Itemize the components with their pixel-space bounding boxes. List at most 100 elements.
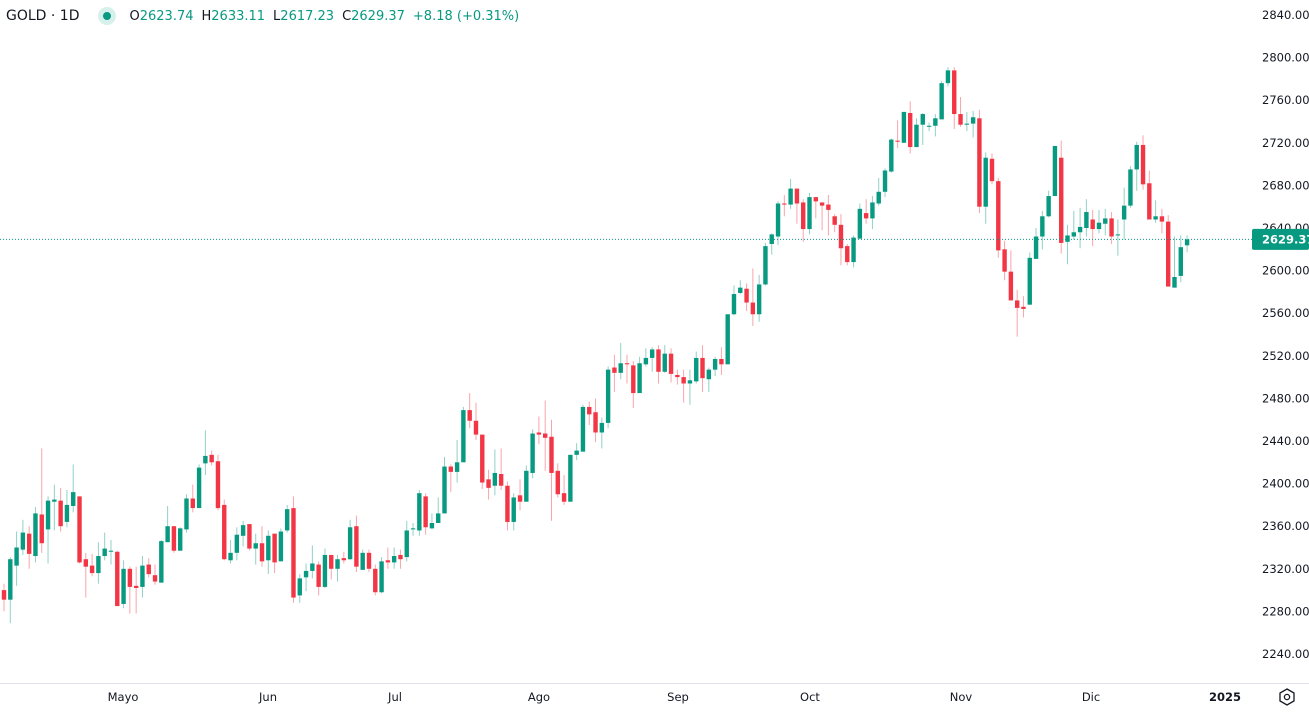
- candle: [977, 109, 982, 214]
- candle-body: [775, 203, 781, 237]
- candle-body: [146, 564, 151, 575]
- candle: [115, 550, 120, 607]
- candle: [1059, 140, 1064, 254]
- candle: [580, 404, 586, 452]
- low-value: 2617.23: [280, 8, 335, 24]
- candle-body: [354, 526, 359, 567]
- candle-body: [1134, 144, 1139, 170]
- candle: [1172, 236, 1177, 288]
- candle: [461, 406, 466, 463]
- candle: [26, 526, 32, 569]
- candle: [467, 393, 472, 429]
- y-tick-label: 2360.00: [1262, 519, 1309, 533]
- candle-body: [863, 213, 869, 219]
- candle: [379, 557, 384, 594]
- candle: [989, 153, 995, 185]
- candle: [222, 499, 227, 561]
- candle-body: [178, 528, 183, 551]
- candle: [1121, 187, 1127, 240]
- candle: [738, 280, 743, 295]
- candle-body: [832, 216, 837, 225]
- y-tick-label: 2760.00: [1262, 93, 1309, 107]
- candle: [127, 566, 133, 614]
- candle: [763, 242, 768, 286]
- candle-body: [687, 380, 693, 384]
- candle-body: [1002, 249, 1007, 272]
- candle-body: [171, 526, 177, 551]
- open-label: O: [129, 8, 140, 24]
- candle: [492, 449, 498, 496]
- candle: [373, 564, 378, 596]
- price-axis[interactable]: 2840.002800.002760.002720.002680.002640.…: [1262, 8, 1309, 661]
- candle-body: [813, 197, 818, 202]
- candle-body: [89, 565, 95, 574]
- x-tick-label: Mayo: [108, 690, 139, 704]
- time-axis[interactable]: Mayo Jun Jul Ago Sep Oct Nov Dic 2025: [108, 690, 1241, 704]
- candle-body: [970, 117, 976, 124]
- candle: [511, 493, 516, 531]
- candle: [694, 351, 699, 384]
- candle-body: [448, 466, 454, 472]
- candle-body: [1021, 306, 1026, 309]
- candle: [366, 549, 372, 572]
- candle-body: [618, 363, 623, 373]
- candle: [756, 274, 762, 322]
- candle-body: [404, 530, 409, 558]
- low-label: L: [273, 8, 281, 24]
- candle-body: [1008, 271, 1014, 301]
- candle-body: [247, 524, 252, 549]
- y-tick-label: 2280.00: [1262, 604, 1309, 618]
- candle-body: [681, 377, 686, 384]
- candle-body: [442, 466, 447, 514]
- candle: [807, 192, 812, 235]
- candle-body: [731, 294, 737, 315]
- candle-body: [725, 314, 730, 365]
- candle: [52, 484, 57, 531]
- candle: [398, 549, 403, 569]
- candle: [108, 540, 114, 565]
- candle: [77, 496, 82, 564]
- candle-body: [926, 125, 932, 127]
- candle-body: [266, 535, 271, 561]
- candle-body: [788, 188, 793, 205]
- market-open-dot-icon[interactable]: [97, 7, 116, 25]
- candle: [209, 450, 214, 466]
- candle: [1147, 170, 1152, 220]
- x-tick-label: Dic: [1082, 690, 1100, 704]
- candle-body: [1046, 196, 1051, 217]
- candle: [71, 464, 76, 513]
- candle: [1046, 190, 1051, 218]
- candle-body: [108, 550, 114, 552]
- candle-body: [1090, 219, 1095, 230]
- candle-body: [190, 498, 195, 509]
- candle-body: [291, 508, 296, 598]
- candle: [39, 448, 44, 553]
- candle-body: [316, 564, 321, 587]
- candle: [391, 547, 397, 569]
- candle: [681, 369, 686, 403]
- gear-icon[interactable]: [1277, 687, 1297, 707]
- candle-body: [712, 358, 718, 370]
- candle: [341, 551, 347, 564]
- candle: [442, 456, 447, 514]
- candle-body: [58, 500, 63, 527]
- candle: [234, 527, 240, 561]
- candle: [574, 443, 579, 461]
- candle: [215, 454, 221, 511]
- candle-body: [1178, 247, 1183, 276]
- candle: [782, 194, 787, 217]
- candle: [429, 513, 435, 530]
- candle-body: [322, 554, 328, 587]
- candle: [89, 553, 95, 577]
- candle-body: [945, 70, 951, 84]
- candle: [20, 519, 26, 555]
- y-tick-label: 2600.00: [1262, 264, 1309, 278]
- symbol-title[interactable]: GOLD · 1D: [6, 8, 80, 24]
- candle-body: [744, 288, 749, 303]
- candle-body: [335, 559, 340, 569]
- candle: [410, 523, 416, 536]
- candle: [656, 345, 661, 384]
- y-tick-label: 2520.00: [1262, 349, 1309, 363]
- candle-body: [297, 578, 302, 596]
